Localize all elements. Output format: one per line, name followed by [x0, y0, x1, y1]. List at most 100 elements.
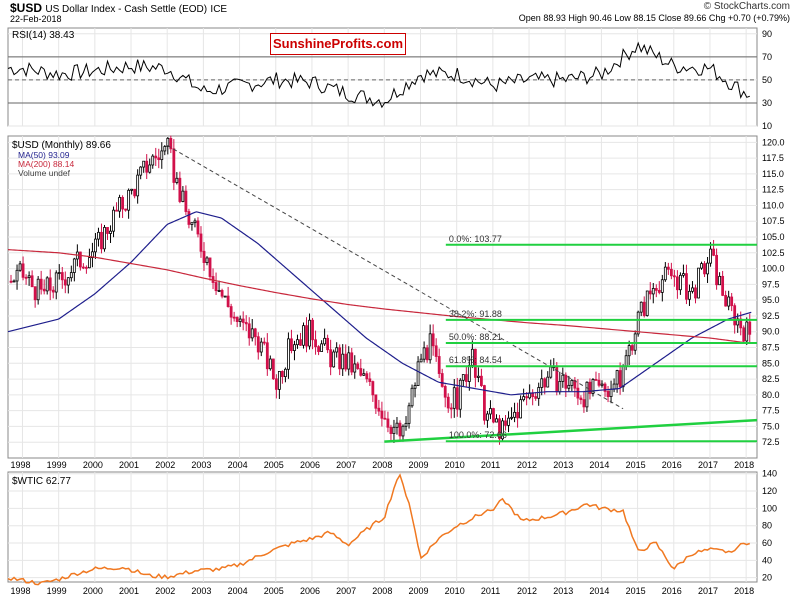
price-candle: [223, 295, 227, 298]
price-candle: [320, 343, 323, 352]
price-candle: [425, 347, 429, 361]
price-candle: [299, 339, 302, 346]
price-candle: [645, 290, 649, 316]
price-candle: [154, 155, 158, 159]
price-candle: [428, 333, 432, 361]
price-candle: [618, 370, 622, 388]
price-candle: [525, 396, 529, 399]
price-candle: [724, 294, 728, 307]
price-candle: [663, 266, 667, 281]
price-candle: [380, 410, 384, 419]
usd-x-tick: 2005: [264, 460, 284, 470]
usd-x-tick: 1999: [47, 460, 67, 470]
wtic-y-tick: 80: [762, 521, 772, 531]
usd-x-tick: 2012: [517, 460, 537, 470]
price-candle: [326, 337, 330, 351]
price-candle: [97, 231, 100, 240]
price-candle: [127, 189, 131, 211]
watermark: SunshineProfits.com: [270, 33, 406, 55]
price-candle: [630, 345, 634, 351]
price-candle: [582, 399, 586, 408]
price-candle: [609, 388, 613, 397]
price-candle: [546, 376, 550, 388]
fib-label: 100.0%: 72.66: [449, 430, 507, 440]
price-candle: [386, 418, 390, 428]
price-candle: [27, 275, 31, 278]
usd-x-tick: 2001: [119, 460, 139, 470]
rsi-y-tick: 90: [762, 29, 772, 39]
price-candle: [238, 318, 242, 322]
price-candle: [193, 220, 197, 224]
price-candle: [169, 137, 173, 150]
usd-y-tick: 75.0: [762, 421, 780, 431]
price-candle: [271, 358, 275, 380]
price-candle: [419, 358, 423, 363]
price-candle: [88, 257, 91, 269]
fib-label: 61.8%: 84.54: [449, 355, 502, 365]
price-candle: [163, 146, 167, 152]
price-candle: [461, 374, 465, 381]
price-candle: [190, 222, 194, 225]
price-candle: [473, 348, 477, 378]
price-candle: [296, 339, 299, 346]
price-candle: [446, 396, 450, 409]
wtic-x-tick: 2000: [83, 586, 103, 596]
usd-y-tick: 105.0: [762, 232, 785, 242]
price-candle: [730, 296, 734, 307]
price-candle: [422, 347, 426, 360]
price-candle: [287, 338, 290, 370]
usd-x-tick: 2007: [336, 460, 356, 470]
price-candle: [395, 422, 399, 428]
price-candle: [356, 363, 360, 369]
usd-y-tick: 107.5: [762, 216, 785, 226]
ma200-legend: MA(200) 88.14: [18, 159, 74, 169]
price-candle: [727, 296, 731, 307]
price-candle: [588, 381, 592, 394]
price-candle: [636, 311, 640, 335]
price-candle: [543, 378, 547, 388]
usd-y-tick: 85.0: [762, 358, 780, 368]
usd-y-tick: 72.5: [762, 437, 780, 447]
price-candle: [660, 279, 664, 293]
downtrend-line: [166, 145, 624, 410]
price-candle: [579, 397, 583, 401]
price-candle: [371, 381, 375, 396]
price-candle: [706, 262, 709, 275]
price-candle: [576, 387, 580, 399]
price-candle: [24, 276, 28, 279]
price-candle: [42, 288, 46, 292]
price-candle: [476, 375, 480, 378]
wtic-y-tick: 140: [762, 469, 777, 479]
price-candle: [519, 399, 523, 419]
price-candle: [721, 275, 725, 296]
price-candle: [654, 288, 658, 291]
price-candle: [540, 378, 544, 388]
price-candle: [18, 263, 22, 271]
wtic-x-tick: 2007: [336, 586, 356, 596]
price-candle: [329, 349, 333, 368]
price-candle: [534, 396, 538, 399]
usd-y-tick: 80.0: [762, 390, 780, 400]
price-candle: [682, 273, 685, 276]
price-candle: [57, 272, 61, 274]
price-candle: [513, 411, 516, 418]
price-candle: [350, 352, 354, 373]
price-candle: [12, 280, 16, 283]
price-candle: [347, 352, 351, 370]
price-candle: [407, 405, 411, 424]
price-candle: [184, 190, 188, 212]
price-candle: [112, 209, 115, 232]
price-candle: [232, 316, 236, 319]
usd-y-tick: 92.5: [762, 311, 780, 321]
price-candle: [15, 269, 19, 282]
usd-y-tick: 95.0: [762, 295, 780, 305]
price-candle: [504, 420, 507, 426]
price-candle: [464, 374, 468, 382]
usd-y-tick: 117.5: [762, 153, 784, 163]
usd-x-tick: 2013: [553, 460, 573, 470]
wtic-y-tick: 120: [762, 486, 777, 496]
price-candle: [344, 353, 348, 370]
price-candle: [558, 380, 562, 393]
price-candle: [669, 268, 673, 277]
